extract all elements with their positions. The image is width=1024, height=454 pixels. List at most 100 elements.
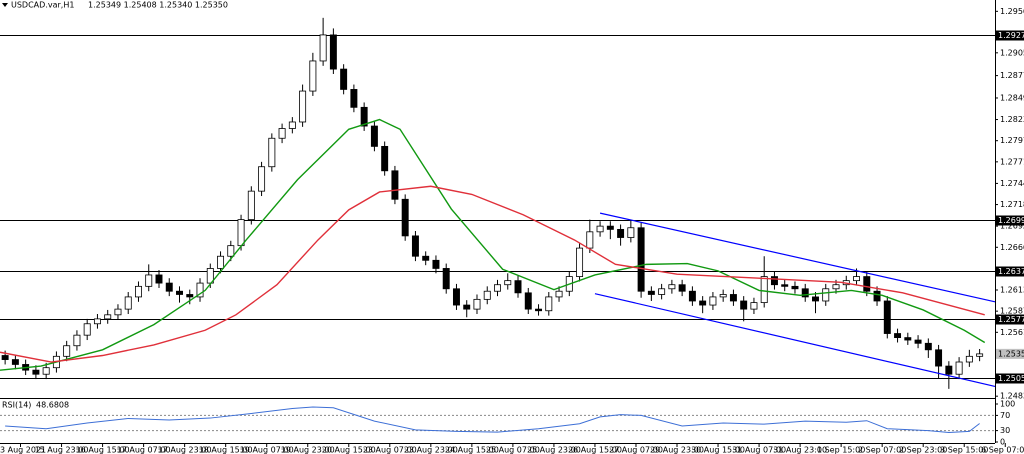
rsi-name: RSI(14) xyxy=(2,401,31,410)
candle-body xyxy=(104,314,112,320)
channel-line xyxy=(599,212,996,303)
candle-body xyxy=(812,296,819,302)
menu-triangle xyxy=(2,3,8,7)
candle-body xyxy=(770,276,778,286)
candle-body xyxy=(32,369,40,375)
x-tick-label: 20 Aug 15:00 xyxy=(322,446,376,454)
level-label: 1.26370 xyxy=(998,267,1024,276)
candle-body xyxy=(165,282,173,292)
candle-body xyxy=(576,247,584,277)
x-tick-label: 19 Aug 07:00 xyxy=(240,446,294,454)
candle-body xyxy=(555,290,563,298)
x-tick-label: 1 Sep 15:00 xyxy=(817,446,865,454)
y-tick-label: 1.26920 xyxy=(1000,222,1024,231)
y-tick-label: 1.27445 xyxy=(1000,179,1024,188)
candle-body xyxy=(42,367,50,375)
rsi-tick-label: 0 xyxy=(1000,438,1005,447)
x-tick-label: 18 Aug 15:00 xyxy=(199,446,253,454)
x-tick-label: 24 Aug 15:00 xyxy=(445,446,499,454)
candle-body xyxy=(299,90,307,123)
y-tick-label: 1.24830 xyxy=(1000,392,1024,401)
y-tick-label: 1.26660 xyxy=(1000,243,1024,252)
candle-body xyxy=(535,308,543,312)
candle-body xyxy=(11,359,19,365)
candle-body xyxy=(873,290,881,302)
rsi-tick-label: 30 xyxy=(1000,426,1010,435)
moving-average xyxy=(0,118,986,371)
candle-body xyxy=(699,300,707,306)
y-tick-label: 1.28495 xyxy=(1000,93,1024,102)
candle-body xyxy=(976,353,984,357)
x-tick-label: 26 Aug 15:00 xyxy=(568,446,622,454)
candle-body xyxy=(83,323,91,336)
candle-body xyxy=(114,308,122,316)
candle-body xyxy=(750,302,758,310)
x-tick-label: 6 Sep 07:00 xyxy=(981,446,1024,454)
x-tick-label: 17 Aug 07:00 xyxy=(117,446,171,454)
candle-body xyxy=(124,296,132,310)
candle-body xyxy=(545,296,553,312)
x-tick-label: 19 Aug 23:00 xyxy=(281,446,335,454)
candle-body xyxy=(668,284,676,290)
candle-body xyxy=(237,219,245,247)
y-tick-label: 1.25615 xyxy=(1000,328,1024,337)
candle-body xyxy=(658,288,666,295)
y-tick-label: 1.28770 xyxy=(1000,71,1024,80)
candle-body xyxy=(924,342,932,351)
candle-body xyxy=(93,318,101,325)
candle-body xyxy=(914,339,922,344)
x-tick-label: 2 Sep 07:00 xyxy=(858,446,906,454)
candle-body xyxy=(524,292,532,310)
candle-body xyxy=(647,290,655,295)
candle-body xyxy=(186,294,194,298)
x-tick-label: 13 Aug 2021 xyxy=(0,446,46,454)
candle-body xyxy=(955,361,963,375)
candle-body xyxy=(350,89,358,108)
candle-body xyxy=(863,276,871,292)
y-tick-label: 1.28230 xyxy=(1000,115,1024,124)
channel-line xyxy=(594,293,996,388)
candle-body xyxy=(688,290,696,302)
candle-body xyxy=(258,166,266,192)
candle-body xyxy=(586,231,594,249)
x-tick-label: 30 Aug 15:00 xyxy=(691,446,745,454)
candle-body xyxy=(145,274,153,287)
candle-body xyxy=(309,60,317,92)
candle-body xyxy=(965,355,973,363)
x-tick-label: 3 Sep 15:00 xyxy=(940,446,988,454)
candle-body xyxy=(329,34,337,70)
candle-body xyxy=(135,285,142,298)
candle-body xyxy=(401,198,409,237)
x-tick-label: 29 Aug 23:00 xyxy=(650,446,704,454)
candle-body xyxy=(473,298,481,310)
x-tick-label: 25 Aug 07:00 xyxy=(486,446,540,454)
level-label: 1.25056 xyxy=(998,374,1024,383)
x-tick-label: 31 Aug 23:00 xyxy=(773,446,827,454)
candle-body xyxy=(494,284,501,292)
candle-body xyxy=(370,125,378,147)
y-tick-label: 1.27185 xyxy=(1000,200,1024,209)
candle-body xyxy=(596,225,604,233)
candle-body xyxy=(422,255,430,261)
candle-body xyxy=(678,284,686,292)
candle-body xyxy=(288,121,296,129)
candle-body xyxy=(340,68,348,90)
candle-body xyxy=(832,284,840,290)
candle-body xyxy=(227,245,235,257)
candle-body xyxy=(278,128,286,139)
x-tick-label: 25 Aug 23:00 xyxy=(527,446,581,454)
candle-body xyxy=(617,228,625,238)
chart-title: USDCAD.var,H1 xyxy=(11,1,74,10)
candle-body xyxy=(514,280,522,294)
current-price-label: 1.25350 xyxy=(998,349,1024,358)
y-tick-label: 1.27710 xyxy=(1000,157,1024,166)
candle-body xyxy=(606,225,614,230)
candle-body xyxy=(709,296,717,306)
candle-body xyxy=(360,106,368,127)
rsi-tick-label: 70 xyxy=(1000,411,1010,420)
candle-body xyxy=(637,227,645,292)
candle-body xyxy=(729,294,737,302)
y-tick-label: 1.26135 xyxy=(1000,286,1024,295)
rsi-tick-label: 100 xyxy=(1000,400,1015,409)
